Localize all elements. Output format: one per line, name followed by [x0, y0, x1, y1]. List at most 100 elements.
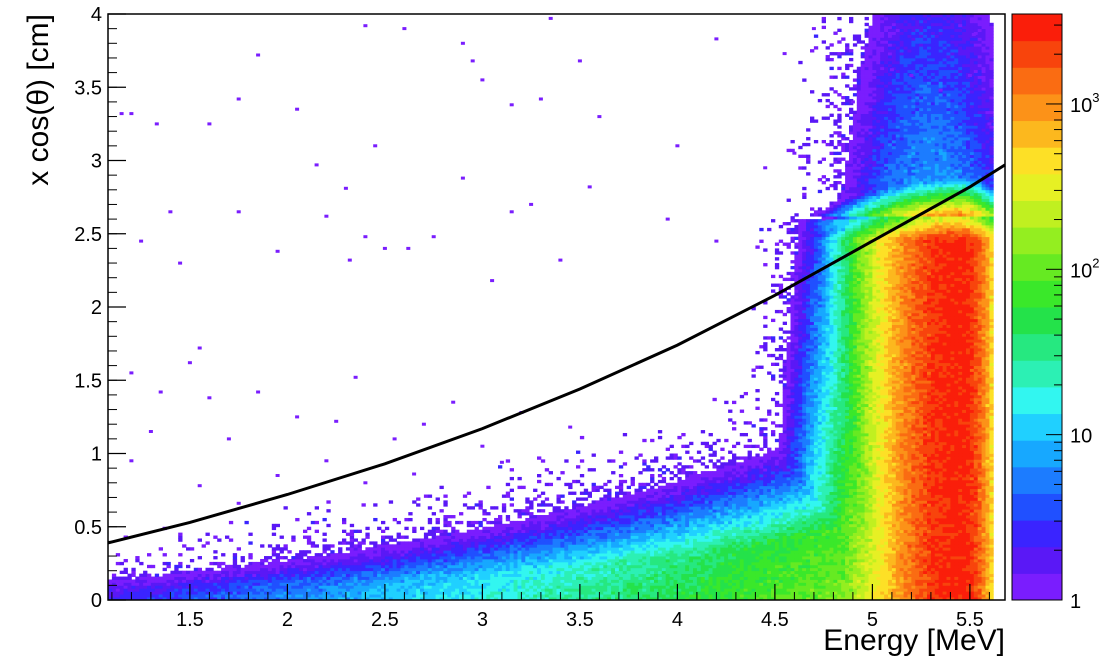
heatmap-cell — [747, 594, 752, 598]
heatmap-cell — [537, 544, 542, 548]
heatmap-cell — [622, 553, 628, 557]
heatmap-cell — [751, 476, 756, 481]
heatmap-cell — [646, 532, 651, 536]
heatmap-cell — [704, 588, 709, 592]
heatmap-cell — [478, 538, 483, 542]
heatmap-cell — [579, 491, 585, 495]
heatmap-cell — [618, 515, 624, 519]
heatmap-cell — [704, 579, 709, 583]
heatmap-cell — [560, 538, 565, 542]
heatmap-cell — [513, 523, 518, 528]
heatmap-cell — [747, 503, 752, 507]
heatmap-cell — [638, 544, 643, 548]
heatmap-cell — [494, 529, 499, 534]
heatmap-cell — [700, 494, 706, 498]
heatmap-cell — [353, 588, 358, 592]
heatmap-cell — [685, 465, 690, 469]
heatmap-cell — [154, 582, 160, 586]
heatmap-cell — [622, 500, 628, 504]
heatmap-cell — [108, 597, 113, 601]
heatmap-cell — [111, 591, 117, 595]
heatmap-cell — [747, 459, 752, 463]
heatmap-cell — [669, 576, 674, 580]
heatmap-cell — [431, 512, 436, 516]
heatmap-cell — [365, 558, 370, 563]
heatmap-cell — [572, 529, 577, 534]
heatmap-cell — [712, 585, 717, 589]
heatmap-cell — [377, 570, 382, 575]
heatmap-cell — [638, 491, 643, 495]
heatmap-cell — [638, 526, 643, 531]
heatmap-cell — [521, 550, 526, 554]
heatmap-cell — [139, 597, 144, 601]
heatmap-cell — [556, 523, 561, 528]
heatmap-cell — [673, 465, 678, 469]
heatmap-cell — [626, 588, 631, 592]
heatmap-cell — [642, 585, 647, 589]
heatmap-cell — [615, 509, 620, 513]
heatmap-cell — [248, 576, 253, 580]
heatmap-cell — [295, 591, 300, 595]
heatmap-cell — [747, 547, 752, 551]
heatmap-cell — [630, 564, 635, 569]
heatmap-cell — [677, 515, 682, 519]
heatmap-cell — [345, 576, 351, 580]
heatmap-cell — [618, 479, 624, 484]
heatmap-cell — [435, 544, 440, 548]
heatmap-cell — [747, 421, 752, 425]
heatmap-cell — [708, 526, 713, 531]
heatmap-cell — [498, 567, 503, 572]
heatmap-cell — [338, 576, 343, 580]
heatmap-cell — [147, 585, 152, 589]
heatmap-cell — [673, 523, 678, 528]
heatmap-cell — [759, 500, 764, 504]
heatmap-cell — [763, 550, 768, 554]
heatmap-cell — [225, 594, 230, 598]
heatmap-cell — [540, 582, 546, 586]
heatmap-cell — [774, 479, 780, 484]
heatmap-cell — [751, 597, 756, 601]
heatmap-cell — [439, 573, 444, 577]
heatmap-cell — [544, 567, 550, 572]
heatmap-cell — [572, 517, 577, 522]
heatmap-cell — [724, 556, 729, 560]
heatmap-cell — [435, 579, 440, 583]
heatmap-cell — [244, 564, 249, 569]
heatmap-cell — [747, 541, 752, 545]
heatmap-cell — [669, 482, 674, 487]
heatmap-cell — [603, 526, 608, 531]
heatmap-cell — [751, 307, 756, 311]
heatmap-cell — [673, 532, 678, 536]
heatmap-cell — [657, 491, 663, 495]
heatmap-cell — [342, 541, 347, 545]
heatmap-cell — [677, 526, 682, 531]
heatmap-cell — [560, 520, 565, 525]
heatmap-cell — [591, 585, 596, 589]
heatmap-cell — [665, 506, 670, 510]
heatmap-cell — [291, 573, 296, 577]
heatmap-cell — [447, 544, 452, 548]
heatmap-cell — [677, 471, 682, 475]
heatmap-cell — [279, 567, 284, 572]
heatmap-cell — [599, 541, 604, 545]
heatmap-cell — [712, 494, 717, 498]
heatmap-cell — [540, 503, 546, 507]
heatmap-cell — [221, 579, 226, 583]
heatmap-cell — [739, 497, 745, 501]
heatmap-cell — [700, 441, 706, 446]
heatmap-cell — [529, 570, 534, 575]
heatmap-cell — [778, 556, 784, 560]
heatmap-cell — [747, 512, 752, 516]
heatmap-cell — [123, 591, 128, 595]
heatmap-cell — [587, 509, 592, 513]
heatmap-cell — [568, 509, 573, 513]
heatmap-cell — [704, 558, 709, 563]
heatmap-cell — [778, 497, 784, 501]
heatmap-cell — [771, 526, 776, 531]
heatmap-cell — [427, 494, 433, 498]
heatmap-cell — [388, 594, 394, 598]
heatmap-cell — [560, 532, 565, 536]
heatmap-cell — [693, 582, 698, 586]
heatmap-cell — [540, 553, 546, 557]
heatmap-cell — [381, 567, 386, 572]
